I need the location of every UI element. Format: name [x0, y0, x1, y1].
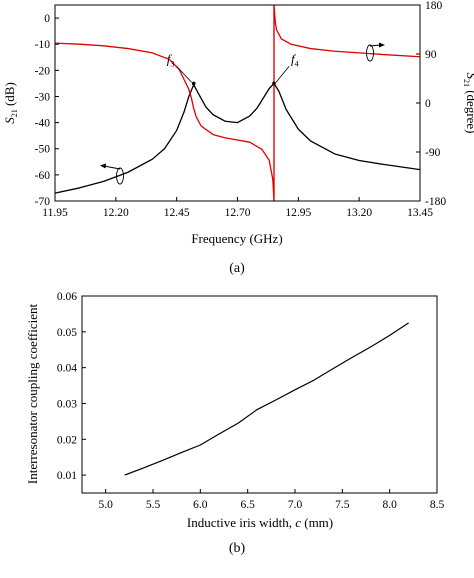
chart-b-x-axis-label: Inductive iris width, c (mm) — [187, 515, 333, 530]
chart-b-y-tick-label: 0.05 — [57, 327, 77, 339]
chart-b-x-label-var: c — [295, 515, 301, 530]
chart-a-left-y-tick-label: -70 — [35, 196, 51, 208]
chart-a-x-tick-label: 12.95 — [285, 207, 311, 219]
chart-a-right-y-tick-label: 90 — [425, 49, 437, 61]
chart-a-annotation-label: f4 — [291, 51, 299, 68]
chart-a-annotation-base: f — [167, 51, 173, 66]
chart-a-left-y-label-base: S — [2, 117, 17, 124]
chart-b-y-tick-label: 0.06 — [57, 291, 77, 303]
chart-b-x-tick-label: 5.5 — [146, 499, 161, 511]
chart-b-caption: (b) — [229, 541, 246, 556]
chart-b-x-tick-label: 5.0 — [98, 499, 113, 511]
chart-b-plot-frame — [81, 295, 438, 494]
chart-b-y-tick-label: 0.01 — [57, 470, 77, 482]
chart-a-left-y-tick-label: -60 — [35, 170, 51, 182]
chart-a-x-tick-label: 12.20 — [103, 207, 129, 219]
chart-a-left-y-tick-label: -10 — [35, 39, 51, 51]
chart-a-right-y-tick-label: -180 — [425, 196, 446, 208]
chart-a-left-y-tick-label: -50 — [35, 144, 51, 156]
chart-a-x-tick-label: 13.20 — [346, 207, 372, 219]
chart-b-x-label-text: Inductive iris width, — [187, 515, 295, 530]
chart-a-right-y-label-sub: 21 — [462, 79, 471, 87]
chart-a-left-y-tick-label: -20 — [35, 65, 51, 77]
chart-b-x-tick-label: 6.5 — [240, 499, 255, 511]
chart-a-right-y-label-base: S — [464, 72, 474, 79]
chart-a-right-axis-marker — [366, 42, 385, 62]
chart-a-right-y-label-unit: (degree) — [464, 87, 474, 134]
chart-a-left-y-tick-label: -30 — [35, 91, 51, 103]
chart-a-annotation-sub: 4 — [295, 59, 299, 68]
chart-a-caption: (a) — [229, 261, 245, 276]
chart-a-annotation-leader — [176, 66, 192, 83]
chart-b-x-label-unit: (mm) — [301, 515, 333, 530]
chart-b-y-tick-label: 0.04 — [57, 363, 77, 375]
chart-a-right-y-tick-label: -90 — [425, 147, 441, 159]
chart-b: 5.0 5.5 6.0 6.5 7.0 7.5 8.0 8.5 0.01 0.02 0.03 0.0… — [25, 291, 444, 556]
chart-b-x-tick-label: 8.5 — [430, 499, 445, 511]
chart-a-x-tick-label: 12.70 — [225, 207, 251, 219]
chart-a-annotation-leader — [275, 66, 290, 83]
chart-b-x-tick-label: 7.0 — [288, 499, 303, 511]
chart-a-left-y-axis-label: S21 (dB) — [2, 82, 19, 124]
chart-a-left-y-tick-label: -40 — [35, 118, 51, 130]
chart-a-annotation-label: f3 — [167, 51, 175, 68]
chart-a-x-tick-label: 12.45 — [164, 207, 190, 219]
chart-a-magnitude-series-line — [54, 82, 421, 194]
chart-b-x-tick-label: 8.0 — [382, 499, 397, 511]
chart-b-x-tick-label: 7.5 — [335, 499, 350, 511]
chart-a-x-axis-label: Frequency (GHz) — [191, 231, 282, 246]
chart-a-phase-series-line — [54, 4, 421, 202]
chart-b-y-tick-label: 0.03 — [57, 398, 77, 410]
chart-a-left-y-tick-label: 0 — [44, 13, 50, 25]
chart-b-x-tick-label: 6.0 — [193, 499, 208, 511]
chart-a-left-y-label-unit: (dB) — [2, 82, 17, 109]
chart-a-x-tick-label: 13.45 — [407, 207, 433, 219]
chart-a-annotation-marker — [191, 81, 196, 86]
chart-b-coupling-series-line — [124, 322, 409, 476]
chart-a-right-y-tick-label: 0 — [425, 98, 431, 110]
chart-b-y-axis-label: Interresonator coupling coefficient — [25, 303, 40, 484]
chart-a-annotation-marker — [272, 81, 276, 86]
chart-a-left-axis-marker — [100, 163, 124, 185]
chart-a-annotation-base: f — [291, 51, 297, 66]
chart-a: 11.95 12.20 12.45 12.70 12.95 13.20 13.45 0 -10… — [2, 0, 474, 276]
chart-a-left-y-label-sub: 21 — [10, 109, 19, 117]
chart-a-annotation-sub: 3 — [170, 59, 174, 68]
chart-a-right-y-tick-label: 180 — [425, 0, 443, 12]
chart-a-plot-frame — [54, 4, 421, 202]
chart-a-x-tick-label: 11.95 — [42, 207, 68, 219]
chart-a-right-y-axis-label: S21 (degree) — [462, 72, 474, 133]
chart-b-y-tick-label: 0.02 — [57, 434, 77, 446]
